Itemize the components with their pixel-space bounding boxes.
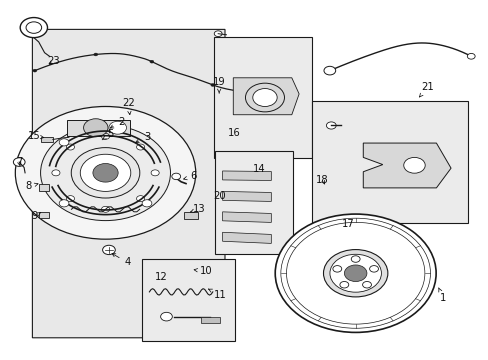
Circle shape (324, 66, 335, 75)
Circle shape (329, 254, 381, 292)
Circle shape (71, 148, 140, 198)
Bar (41, 137, 53, 141)
Circle shape (252, 89, 277, 107)
Text: 20: 20 (212, 191, 225, 201)
Bar (39, 184, 49, 191)
Bar (183, 212, 198, 219)
Circle shape (467, 53, 474, 59)
Circle shape (102, 245, 115, 255)
Text: 13: 13 (190, 204, 205, 214)
Polygon shape (66, 120, 130, 136)
Circle shape (210, 84, 214, 86)
Polygon shape (222, 232, 271, 243)
Circle shape (15, 107, 195, 239)
Circle shape (339, 282, 348, 288)
Circle shape (136, 195, 144, 202)
Text: 17: 17 (341, 219, 353, 229)
Bar (215, 151, 293, 253)
Circle shape (13, 158, 25, 166)
Circle shape (52, 170, 60, 176)
Text: 19: 19 (212, 77, 225, 93)
Polygon shape (222, 192, 271, 202)
Polygon shape (222, 171, 271, 180)
Text: 3: 3 (135, 132, 150, 143)
Text: 6: 6 (183, 171, 196, 181)
Circle shape (369, 266, 378, 272)
Circle shape (80, 154, 130, 192)
Circle shape (403, 157, 425, 173)
Circle shape (326, 122, 335, 129)
Circle shape (109, 121, 126, 134)
Circle shape (93, 163, 118, 182)
Circle shape (102, 206, 109, 212)
Circle shape (245, 83, 284, 112)
Text: 22: 22 (122, 98, 135, 114)
Polygon shape (363, 143, 450, 188)
Circle shape (171, 173, 180, 180)
Bar (142, 259, 234, 341)
Text: 9: 9 (32, 211, 41, 221)
Circle shape (59, 200, 69, 207)
Circle shape (344, 265, 366, 282)
Circle shape (286, 222, 424, 324)
Text: 16: 16 (227, 128, 240, 138)
Text: 5: 5 (102, 129, 113, 140)
Circle shape (136, 144, 144, 150)
Circle shape (33, 69, 37, 72)
Circle shape (66, 144, 74, 150)
Circle shape (323, 249, 387, 297)
Circle shape (362, 282, 371, 288)
Circle shape (94, 53, 98, 56)
Polygon shape (32, 30, 224, 338)
Circle shape (150, 60, 154, 63)
Text: 10: 10 (194, 266, 212, 276)
Circle shape (83, 119, 108, 137)
Circle shape (41, 125, 170, 221)
Text: 21: 21 (419, 82, 433, 97)
Circle shape (332, 266, 341, 272)
Polygon shape (233, 78, 299, 115)
Bar (311, 101, 467, 223)
Text: 15: 15 (27, 131, 43, 141)
Circle shape (160, 312, 172, 321)
Bar (214, 37, 311, 158)
Text: 11: 11 (208, 289, 226, 300)
Circle shape (26, 22, 41, 33)
Polygon shape (222, 212, 271, 222)
Circle shape (142, 200, 152, 207)
Circle shape (151, 170, 159, 176)
Bar (39, 212, 49, 218)
Circle shape (66, 195, 74, 202)
Text: 18: 18 (316, 175, 328, 185)
Text: 8: 8 (26, 181, 38, 192)
Text: 4: 4 (112, 253, 130, 267)
Circle shape (269, 93, 273, 95)
Text: 23: 23 (47, 56, 60, 66)
Text: 1: 1 (438, 288, 446, 303)
Text: 14: 14 (252, 164, 265, 174)
Circle shape (350, 256, 359, 262)
Bar (200, 318, 220, 323)
Circle shape (275, 214, 435, 332)
Text: 2: 2 (110, 117, 124, 128)
Text: 7: 7 (16, 157, 22, 167)
Text: 12: 12 (155, 272, 168, 282)
Circle shape (20, 18, 47, 38)
Circle shape (280, 218, 429, 328)
Circle shape (214, 31, 222, 37)
Circle shape (102, 133, 109, 139)
Circle shape (59, 139, 69, 146)
